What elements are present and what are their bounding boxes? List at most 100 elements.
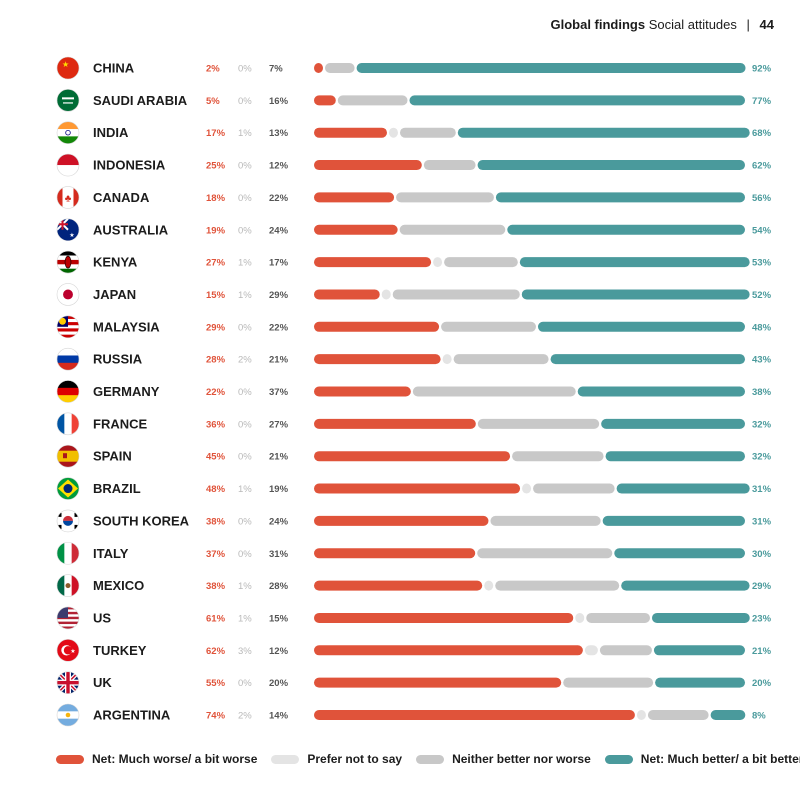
legend-swatch-better bbox=[604, 754, 633, 764]
value-label-neither: 21% bbox=[269, 355, 289, 366]
value-label-better: 21% bbox=[752, 646, 772, 657]
value-label-worse: 5% bbox=[206, 96, 220, 107]
chart-row-india: INDIA 17% 1% 13% 68% bbox=[56, 121, 772, 144]
value-label-worse: 15% bbox=[206, 290, 226, 301]
us-flag-icon bbox=[56, 606, 80, 630]
bar-segment-neither bbox=[337, 95, 408, 106]
bar-segment-neither bbox=[453, 354, 549, 365]
chart-row-brazil: BRAZIL 48% 1% 19% 31% bbox=[56, 477, 772, 500]
value-label-worse: 27% bbox=[206, 258, 226, 269]
legend-swatch-worse bbox=[56, 754, 84, 764]
bar-segment-neither bbox=[423, 160, 476, 171]
value-label-neither: 16% bbox=[269, 96, 289, 107]
chart-row-kenya: KENYA 27% 1% 17% 53% bbox=[56, 250, 772, 274]
value-label-worse: 2% bbox=[206, 64, 220, 75]
chart-row-spain: SPAIN 45% 0% 21% 32% bbox=[56, 444, 772, 468]
malaysia-flag-icon bbox=[56, 315, 80, 339]
saudi-arabia-flag-icon bbox=[56, 89, 80, 112]
bar-segment-prefer-not bbox=[381, 289, 391, 300]
svg-text:★: ★ bbox=[69, 232, 74, 239]
value-label-better: 23% bbox=[752, 613, 772, 624]
value-label-better: 68% bbox=[752, 128, 772, 139]
value-label-neither: 14% bbox=[269, 711, 289, 722]
bar-segment-neither bbox=[477, 548, 613, 559]
value-label-prefer-not: 3% bbox=[238, 646, 252, 657]
value-label-worse: 37% bbox=[206, 549, 226, 560]
value-label-neither: 37% bbox=[269, 387, 289, 398]
bar-segment-prefer-not bbox=[484, 580, 494, 591]
value-label-neither: 27% bbox=[269, 419, 289, 430]
bar-segment-worse bbox=[314, 95, 336, 106]
country-label: ITALY bbox=[93, 546, 129, 561]
value-label-prefer-not: 0% bbox=[238, 193, 252, 204]
bar-segment-neither bbox=[647, 710, 709, 720]
country-label: INDIA bbox=[93, 125, 129, 140]
bar-segment-worse bbox=[314, 160, 422, 171]
country-label: SAUDI ARABIA bbox=[93, 93, 188, 108]
bar-segment-prefer-not bbox=[442, 354, 452, 365]
bar-segment-worse bbox=[314, 515, 489, 526]
value-label-prefer-not: 0% bbox=[238, 322, 252, 333]
value-label-neither: 7% bbox=[269, 64, 283, 75]
bar-segment-neither bbox=[444, 257, 518, 268]
value-label-prefer-not: 0% bbox=[238, 516, 252, 527]
legend-item-neither: Neither better nor worse bbox=[416, 752, 591, 766]
chart-legend: Net: Much worse/ a bit worse Prefer not … bbox=[56, 752, 800, 766]
bar-segment-prefer-not bbox=[522, 483, 532, 494]
country-label: MALAYSIA bbox=[93, 319, 160, 334]
value-label-prefer-not: 2% bbox=[238, 355, 252, 366]
bar-segment-better bbox=[550, 354, 745, 365]
bar-segment-prefer-not bbox=[388, 127, 398, 138]
bar-segment-worse bbox=[314, 451, 511, 462]
chart-row-argentina: ARGENTINA 74% 2% 14% 8% bbox=[56, 703, 766, 727]
header-topic: Social attitudes bbox=[648, 17, 737, 32]
bar-segment-prefer-not bbox=[433, 257, 443, 268]
france-flag-icon bbox=[56, 412, 80, 436]
value-label-neither: 28% bbox=[269, 581, 289, 592]
chart-row-italy: ITALY 37% 0% 31% 30% bbox=[56, 541, 772, 565]
bar-segment-worse bbox=[314, 63, 323, 73]
bar-segment-better bbox=[602, 515, 745, 526]
mexico-flag-icon bbox=[56, 574, 80, 597]
bar-segment-better bbox=[616, 483, 750, 494]
argentina-flag-icon bbox=[56, 703, 80, 727]
value-label-neither: 12% bbox=[269, 646, 289, 657]
bar-segment-better bbox=[621, 580, 750, 591]
stacked-bar-chart: ★ CHINA 2% 0% 7% 92% SAUDI ARABIA 5% 0% 16% 77% IND… bbox=[56, 56, 772, 727]
germany-flag-icon bbox=[56, 380, 80, 403]
country-label: SPAIN bbox=[93, 449, 132, 464]
chart-row-indonesia: INDONESIA 25% 0% 12% 62% bbox=[56, 153, 772, 177]
value-label-prefer-not: 0% bbox=[238, 161, 252, 172]
bar-segment-worse bbox=[314, 483, 521, 494]
legend-label-neither: Neither better nor worse bbox=[452, 752, 591, 766]
bar-segment-worse bbox=[314, 192, 395, 203]
value-label-worse: 61% bbox=[206, 613, 226, 624]
value-label-neither: 15% bbox=[269, 613, 289, 624]
bar-segment-worse bbox=[314, 677, 562, 688]
value-label-better: 32% bbox=[752, 419, 772, 430]
china-flag-icon: ★ bbox=[56, 56, 80, 80]
kenya-flag-icon bbox=[56, 250, 80, 274]
value-label-worse: 25% bbox=[206, 161, 226, 172]
legend-label-worse: Net: Much worse/ a bit worse bbox=[92, 752, 258, 766]
chart-row-germany: GERMANY 22% 0% 37% 38% bbox=[56, 380, 772, 403]
australia-flag-icon: ★ bbox=[56, 218, 80, 242]
bar-segment-neither bbox=[586, 612, 650, 623]
value-label-better: 29% bbox=[752, 581, 772, 592]
value-label-worse: 17% bbox=[206, 128, 226, 139]
chart-row-uk: UK 55% 0% 20% 20% bbox=[56, 671, 772, 694]
bar-segment-better bbox=[519, 257, 750, 268]
bar-segment-neither bbox=[495, 580, 620, 591]
value-label-worse: 48% bbox=[206, 484, 226, 495]
bar-segment-worse bbox=[314, 257, 432, 268]
bar-segment-better bbox=[605, 451, 745, 462]
bar-segment-worse bbox=[314, 418, 476, 429]
value-label-neither: 20% bbox=[269, 678, 289, 689]
indonesia-flag-icon bbox=[56, 153, 80, 177]
chart-row-south-korea: SOUTH KOREA 38% 0% 24% 31% bbox=[56, 509, 772, 533]
chart-row-mexico: MEXICO 38% 1% 28% 29% bbox=[56, 574, 772, 597]
value-label-better: 77% bbox=[752, 96, 772, 107]
value-label-better: 52% bbox=[752, 290, 772, 301]
bar-segment-neither bbox=[490, 515, 601, 526]
value-label-prefer-not: 1% bbox=[238, 258, 252, 269]
